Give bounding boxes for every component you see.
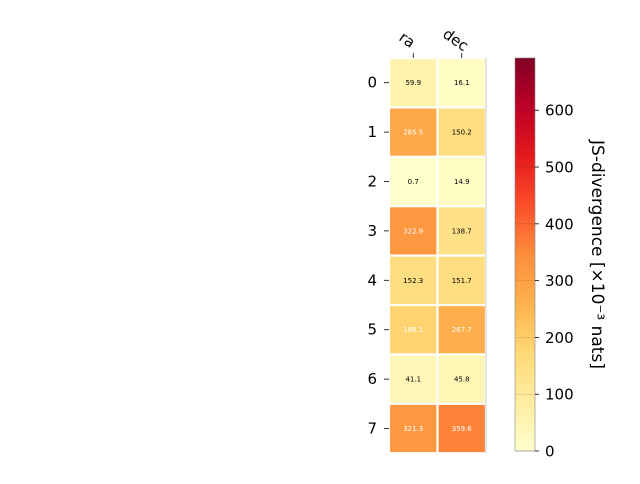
row-tick-label: 5 — [367, 321, 377, 339]
cell-value-label: 138.7 — [452, 227, 472, 235]
heatmap-cell — [390, 157, 437, 206]
colorbar — [514, 57, 536, 452]
heatmap-cell — [438, 207, 485, 255]
row-tick-label: 3 — [367, 222, 377, 240]
cell-value-label: 0.7 — [408, 178, 419, 186]
heatmap-cell — [390, 355, 437, 403]
cell-value-label: 14.9 — [454, 178, 470, 186]
heatmap-cell — [438, 404, 485, 453]
cell-value-label: 45.8 — [454, 376, 470, 384]
cell-value-label: 322.9 — [403, 227, 423, 235]
colorbar-label: JS-divergence [×10⁻³ nats] — [587, 139, 607, 369]
heatmap-cell — [390, 207, 437, 255]
cell-value-label: 59.9 — [405, 79, 421, 87]
heatmap-cell — [438, 59, 485, 107]
heatmap-cell — [390, 256, 437, 304]
cell-value-label: 321.3 — [403, 425, 423, 433]
cell-value-label: 41.1 — [405, 376, 421, 384]
cell-value-label: 151.7 — [452, 277, 472, 285]
heatmap-cell — [390, 59, 437, 107]
colorbar-tick-label: 0 — [545, 443, 555, 461]
column-tick-label: dec — [439, 25, 471, 55]
column-tick-label: ra — [396, 28, 419, 52]
heatmap-cell — [438, 157, 485, 206]
row-tick-label: 2 — [367, 173, 377, 191]
heatmap-cell — [438, 256, 485, 304]
heatmap-cell — [438, 306, 485, 354]
cell-value-label: 267.7 — [452, 326, 472, 334]
cell-value-label: 359.6 — [452, 425, 473, 433]
cell-value-label: 150.2 — [452, 129, 472, 137]
cell-value-label: 285.5 — [403, 129, 423, 137]
row-tick-label: 1 — [367, 123, 377, 141]
colorbar-tick-label: 400 — [545, 215, 574, 233]
colorbar-tick-label: 200 — [545, 329, 574, 347]
colorbar-tick-label: 600 — [545, 102, 574, 120]
heatmap-cell — [438, 108, 485, 156]
cell-value-label: 186.1 — [403, 326, 423, 334]
row-tick-label: 6 — [367, 370, 377, 388]
row-tick-label: 4 — [367, 271, 377, 289]
heatmap-cell — [390, 404, 437, 453]
row-tick-label: 0 — [367, 74, 377, 92]
heatmap-cell — [390, 108, 437, 156]
cell-value-label: 16.1 — [454, 79, 470, 87]
heatmap-cell — [390, 306, 437, 354]
colorbar-tick-label: 300 — [545, 272, 574, 290]
colorbar-tick-label: 100 — [545, 386, 574, 404]
heatmap-cell — [438, 355, 485, 403]
colorbar-tick-label: 500 — [545, 159, 574, 177]
row-tick-label: 7 — [367, 420, 377, 438]
cell-value-label: 152.3 — [403, 277, 423, 285]
